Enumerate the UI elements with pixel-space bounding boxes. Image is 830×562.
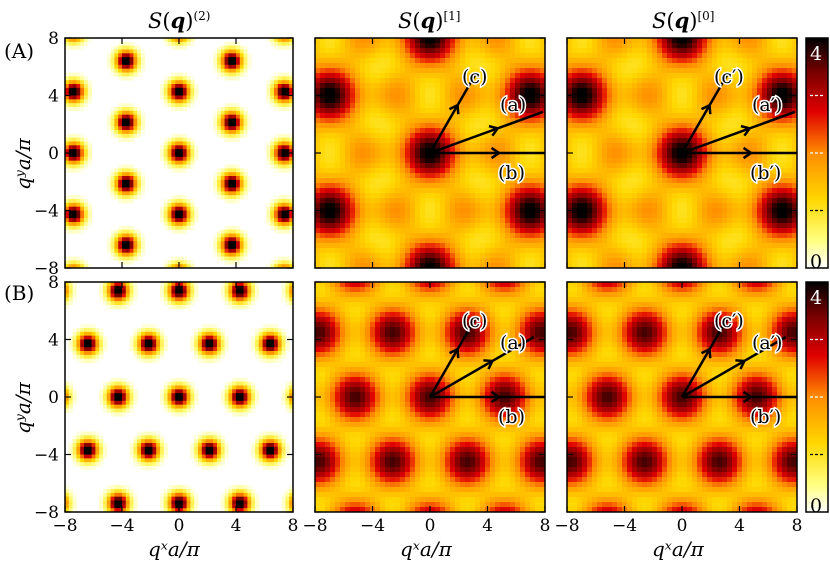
x-tick-label: 0 bbox=[174, 516, 185, 536]
arrow-head bbox=[700, 347, 712, 359]
x-tick-label: 0 bbox=[425, 516, 436, 536]
y-axis-label-a: qʸa/π bbox=[11, 137, 35, 190]
arrow-head bbox=[483, 359, 495, 370]
title-panel-1: S(q)(2) bbox=[148, 8, 210, 33]
arrow-head bbox=[448, 103, 460, 115]
title-panel-2: S(q)[1] bbox=[398, 8, 460, 33]
arrow-line bbox=[429, 110, 544, 155]
arrow-line bbox=[681, 110, 796, 155]
y-tick-label: 8 bbox=[48, 273, 59, 293]
arrow-set-rowB_mid: (c) (a) (b) bbox=[428, 309, 545, 430]
svg-text:S(q)[0]: S(q)[0] bbox=[652, 8, 714, 33]
arrow-line bbox=[680, 72, 730, 154]
row-label-b: (B) bbox=[4, 281, 34, 305]
y-tick-label: 0 bbox=[48, 144, 59, 164]
arrow-line bbox=[681, 335, 787, 399]
y-tick-label: −8 bbox=[34, 259, 59, 279]
arrow-label: (c′) bbox=[714, 66, 744, 88]
x-tick-label: −8 bbox=[52, 516, 77, 536]
colorbar-b-max: 4 bbox=[810, 287, 822, 309]
arrow-label: (a) bbox=[500, 94, 526, 116]
arrow-label: (b′) bbox=[750, 406, 781, 428]
arrow-line bbox=[680, 316, 730, 398]
arrow-set-rowA_right: (c′) (a′) (b′) bbox=[680, 65, 797, 186]
y-tick-label: −8 bbox=[34, 503, 59, 523]
y-tick-label: −4 bbox=[34, 202, 59, 222]
y-tick-label: 0 bbox=[48, 388, 59, 408]
x-tick-label: −4 bbox=[360, 516, 385, 536]
x-tick-label: 8 bbox=[792, 516, 803, 536]
arrow-label: (b) bbox=[498, 406, 525, 428]
y-tick-label: 4 bbox=[48, 331, 59, 351]
arrow-set-rowB_right: (c′) (a′) (b′) bbox=[680, 309, 797, 430]
y-axis-label-b: qʸa/π bbox=[11, 381, 35, 434]
x-tick-label: 4 bbox=[734, 516, 745, 536]
x-tick-label: −8 bbox=[554, 516, 579, 536]
x-axis-label-3: qˣa/π bbox=[652, 537, 705, 561]
y-tick-label: 4 bbox=[48, 87, 59, 107]
arrow-label: (c) bbox=[462, 66, 487, 88]
row-label-a: (A) bbox=[4, 39, 34, 63]
x-tick-label: 4 bbox=[231, 516, 242, 536]
x-tick-label: −8 bbox=[302, 516, 327, 536]
colorbar-b: 4 0 bbox=[805, 281, 829, 517]
arrow-head bbox=[742, 390, 754, 404]
svg-text:S(q)(2): S(q)(2) bbox=[148, 8, 210, 33]
y-tick-label: −4 bbox=[34, 446, 59, 466]
arrow-head bbox=[740, 124, 752, 137]
arrow-head bbox=[742, 146, 754, 160]
arrow-head bbox=[490, 390, 502, 404]
arrow-label: (a′) bbox=[752, 332, 782, 354]
arrow-head bbox=[448, 347, 460, 359]
arrow-line bbox=[428, 72, 478, 154]
y-tick-label: 8 bbox=[48, 29, 59, 49]
arrow-label: (c′) bbox=[714, 310, 744, 332]
svg-text:S(q)[1]: S(q)[1] bbox=[398, 8, 460, 33]
x-tick-label: 4 bbox=[482, 516, 493, 536]
title-panel-3: S(q)[0] bbox=[652, 8, 714, 33]
arrow-line bbox=[428, 316, 478, 398]
colorbar-a: 4 0 bbox=[805, 37, 829, 273]
x-tick-label: −4 bbox=[109, 516, 134, 536]
x-tick-label: 8 bbox=[288, 516, 299, 536]
x-axis-label-2: qˣa/π bbox=[400, 537, 453, 561]
x-tick-label: 0 bbox=[677, 516, 688, 536]
heatmap-panel-A2 bbox=[315, 38, 545, 268]
heatmap-panel-A1 bbox=[65, 38, 293, 268]
heatmap-panel-B1 bbox=[65, 282, 293, 512]
colorbar-a-max: 4 bbox=[810, 43, 822, 65]
arrow-label: (a) bbox=[500, 332, 526, 354]
colorbar-b-min: 0 bbox=[810, 495, 822, 517]
arrow-label: (c) bbox=[462, 310, 487, 332]
arrow-label: (a′) bbox=[752, 94, 782, 116]
arrow-set-rowA_mid: (c) (a) (b) bbox=[428, 65, 545, 186]
arrow-label: (b) bbox=[498, 162, 525, 184]
colorbar-a-min: 0 bbox=[810, 251, 822, 273]
arrow-head bbox=[490, 146, 502, 160]
x-tick-label: −4 bbox=[612, 516, 637, 536]
arrow-label: (b′) bbox=[750, 162, 781, 184]
x-tick-label: 8 bbox=[540, 516, 551, 536]
arrow-head bbox=[488, 124, 500, 137]
x-axis-label-1: qˣa/π bbox=[148, 537, 201, 561]
arrow-head bbox=[735, 359, 747, 370]
arrow-line bbox=[429, 335, 535, 399]
arrow-head bbox=[700, 103, 712, 115]
